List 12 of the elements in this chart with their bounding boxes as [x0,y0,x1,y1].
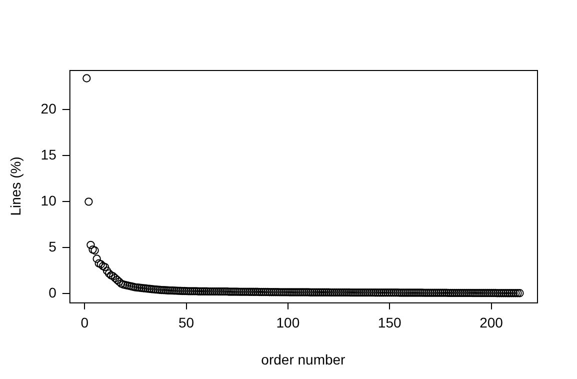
x-tick-label: 200 [480,314,504,331]
x-tick-label: 100 [276,314,300,331]
y-tick-label: 5 [48,238,57,255]
x-tick-label: 0 [80,314,89,331]
y-axis-title: Lines (%) [7,156,24,216]
x-tick-label: 150 [378,314,402,331]
x-axis-title: order number [261,351,346,368]
y-tick-label: 10 [40,192,57,209]
x-tick-label: 50 [178,314,194,331]
y-tick-label: 20 [40,100,57,116]
y-tick-label: 0 [48,284,57,301]
y-tick-label: 15 [40,146,57,162]
